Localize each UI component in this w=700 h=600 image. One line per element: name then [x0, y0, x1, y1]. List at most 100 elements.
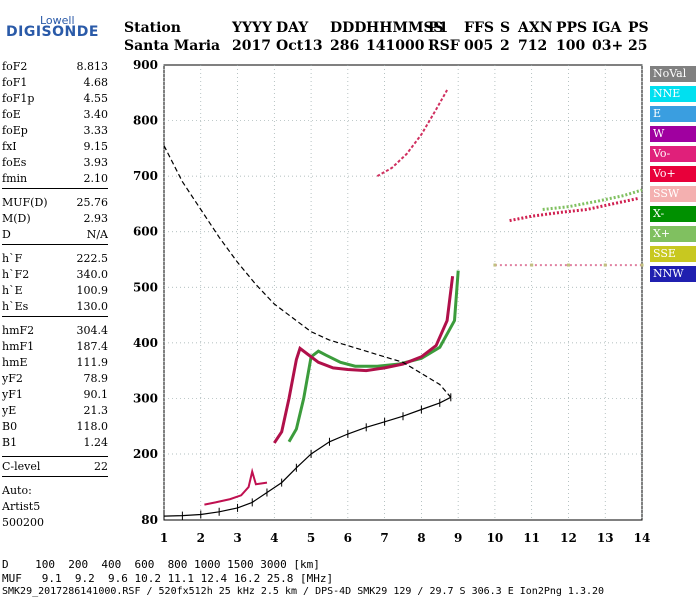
param-name: C-level: [2, 460, 41, 473]
param-value: 9.15: [83, 140, 109, 153]
profile-dashed: [163, 145, 452, 398]
param-value: 2.10: [83, 172, 109, 185]
param-row: foE 3.40: [2, 108, 108, 122]
param-value: 187.4: [76, 340, 109, 353]
param-value: 25.76: [76, 196, 109, 209]
x-tick-label: 10: [487, 531, 504, 545]
param-row: hmF2 304.4: [2, 324, 108, 338]
param-name: hmF1: [2, 340, 35, 353]
param-name: h`F: [2, 252, 23, 265]
param-row: h`Es 130.0: [2, 300, 108, 314]
param-row: h`E 100.9: [2, 284, 108, 298]
param-row: yE 21.3: [2, 404, 108, 418]
profile-line: [163, 396, 452, 517]
param-value: 90.1: [83, 388, 109, 401]
x-tick-label: 2: [197, 531, 205, 545]
param-name: foE: [2, 108, 21, 121]
low-dot: [530, 263, 534, 267]
plot-frame: [163, 64, 643, 521]
header-value-s: 2: [500, 38, 510, 54]
y-tick-label: 600: [133, 225, 158, 239]
header-value-iga: 03+: [592, 38, 624, 54]
param-row: fxI 9.15: [2, 140, 108, 154]
header-label-iga: IGA: [592, 20, 622, 36]
o2-trace: [376, 89, 448, 177]
param-value: 8.813: [76, 60, 109, 73]
param-row: h`F2 340.0: [2, 268, 108, 282]
x-tick-label: 3: [233, 531, 241, 545]
x3-trace: [542, 188, 643, 211]
divider: [2, 188, 108, 189]
header-value-day: Oct13: [276, 38, 323, 54]
x-tick-label: 13: [597, 531, 614, 545]
header-value-ps: 25: [628, 38, 648, 54]
param-name: B0: [2, 420, 18, 433]
x-tick-label: 8: [417, 531, 425, 545]
header-value-ffs: 005: [464, 38, 494, 54]
y-tick-label: 200: [133, 447, 158, 461]
param-value: 3.40: [83, 108, 109, 121]
legend-item: NNW: [650, 266, 696, 282]
header-value-axn: 712: [518, 38, 548, 54]
divider: [2, 476, 108, 477]
param-row: h`F 222.5: [2, 252, 108, 266]
param-value: 304.4: [76, 324, 109, 337]
header-value-station: Santa Maria: [124, 38, 221, 54]
param-row: B1 1.24: [2, 436, 108, 450]
y-tick-label: 900: [133, 58, 158, 72]
muf-row: MUF 9.1 9.2 9.6 10.2 11.1 12.4 16.2 25.8…: [2, 572, 334, 585]
o-trace: [273, 276, 455, 444]
x-tick-label: 12: [560, 531, 577, 545]
param-row: C-level 22: [2, 460, 108, 474]
legend-item: X-: [650, 206, 696, 222]
y-tick-label: 500: [133, 280, 158, 294]
header-label-ps: PS: [628, 20, 649, 36]
low-dot: [603, 263, 607, 267]
legend-item: Vo+: [650, 166, 696, 182]
param-row: yF2 78.9: [2, 372, 108, 386]
param-name: D: [2, 228, 11, 241]
low-dot: [566, 263, 570, 267]
legend-item: NNE: [650, 86, 696, 102]
logo-digisonde: DIGISONDE: [6, 24, 99, 40]
param-row: foF1 4.68: [2, 76, 108, 90]
param-name: foEp: [2, 124, 28, 137]
param-name: foF2: [2, 60, 28, 73]
auto-code: 500200: [2, 516, 44, 529]
auto-label: Auto:: [2, 484, 32, 497]
legend-item: E: [650, 106, 696, 122]
x-tick-label: 5: [307, 531, 315, 545]
auto-artist: Artist5: [2, 500, 41, 513]
param-value: 3.93: [83, 156, 109, 169]
header-value-time: 141000: [366, 38, 425, 54]
param-name: h`F2: [2, 268, 30, 281]
header-label-axn: AXN: [518, 20, 553, 36]
param-value: 4.55: [83, 92, 109, 105]
x-trace: [287, 270, 460, 443]
header-label-ffs: FFS: [464, 20, 494, 36]
e-trace: [204, 467, 268, 506]
param-row: MUF(D) 25.76: [2, 196, 108, 210]
param-value: 3.33: [83, 124, 109, 137]
param-name: foF1: [2, 76, 28, 89]
param-value: 130.0: [76, 300, 109, 313]
param-name: yE: [2, 404, 17, 417]
param-row: foF1p 4.55: [2, 92, 108, 106]
param-name: foEs: [2, 156, 27, 169]
legend-item: NoVal: [650, 66, 696, 82]
divider: [2, 316, 108, 317]
param-name: yF1: [2, 388, 23, 401]
footer-info: SMK29_2017286141000.RSF / 520fx512h 25 k…: [2, 586, 605, 597]
param-value: 78.9: [83, 372, 109, 385]
y-tick-label: 700: [133, 169, 158, 183]
header-label-station: Station: [124, 20, 181, 36]
logo-lowell: Lowell: [40, 14, 75, 27]
x-tick-label: 4: [270, 531, 278, 545]
param-name: B1: [2, 436, 18, 449]
param-name: hmE: [2, 356, 28, 369]
distance-row: D 100 200 400 600 800 1000 1500 3000 [km…: [2, 558, 320, 571]
param-value: 222.5: [76, 252, 109, 265]
header-value-ddd: 286: [330, 38, 360, 54]
header-value-pps: 100: [556, 38, 586, 54]
